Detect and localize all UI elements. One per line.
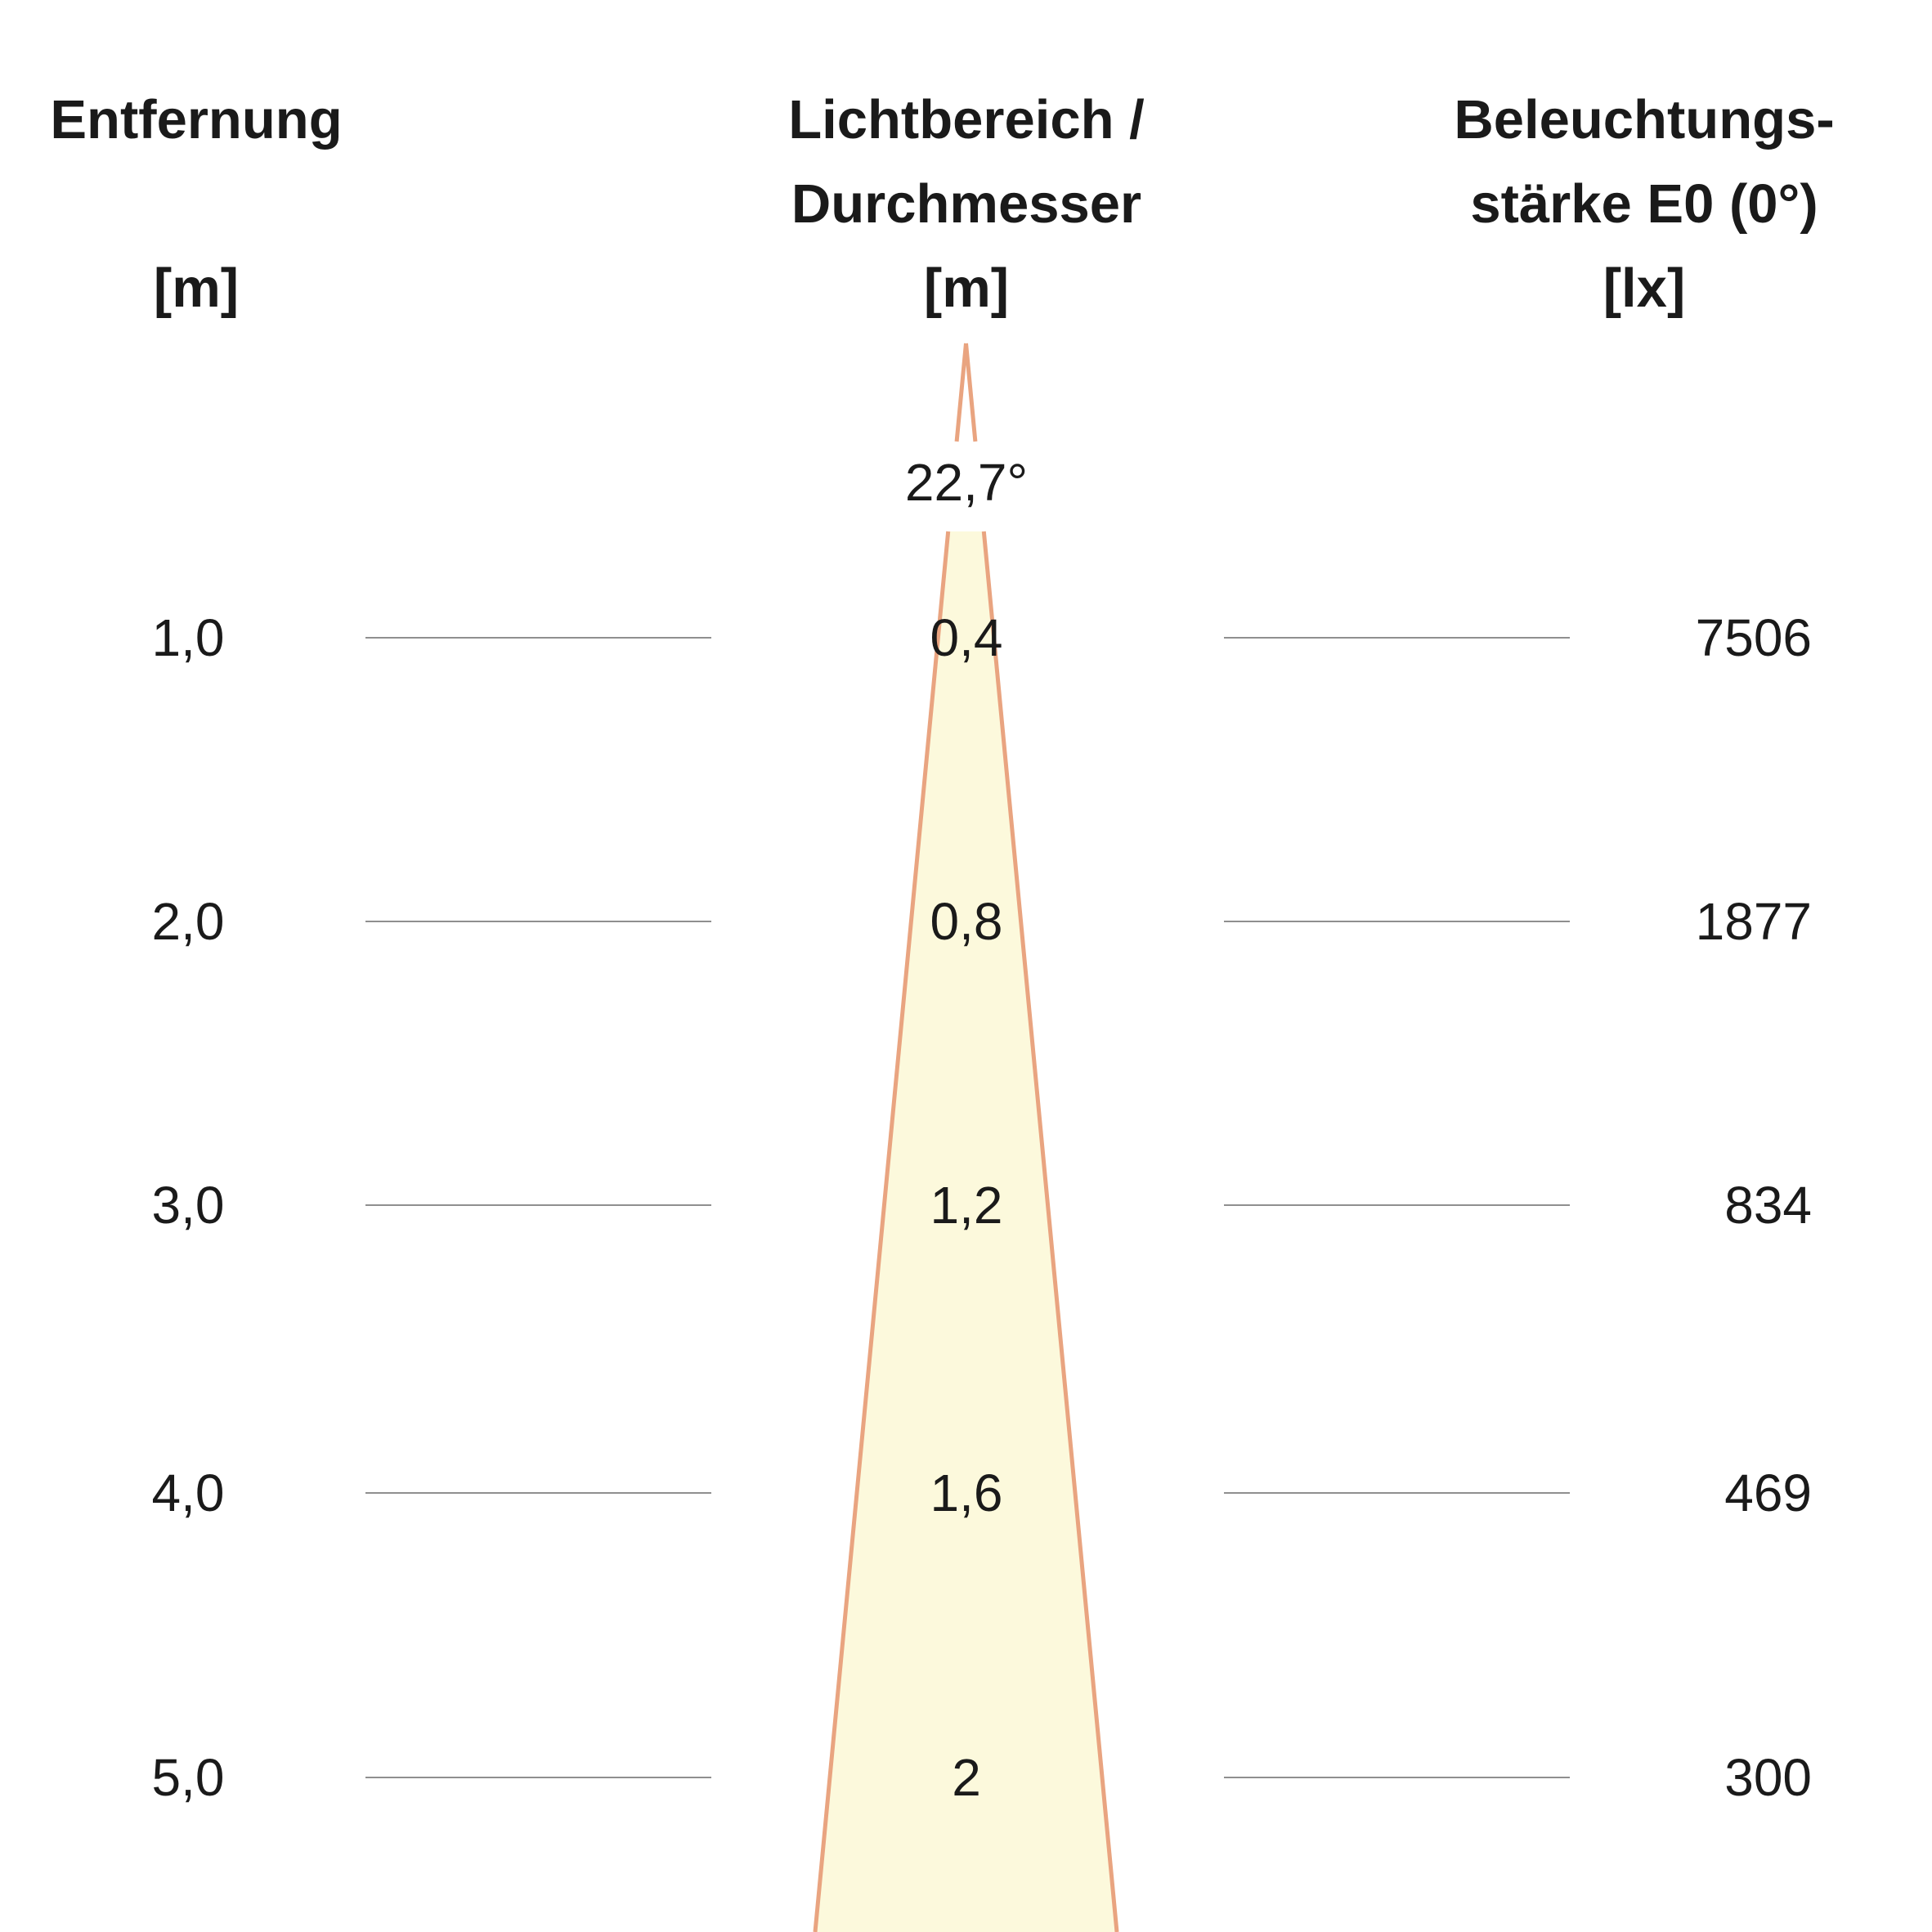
diameter-value: 1,2	[930, 1176, 1003, 1235]
row-rule-left	[365, 921, 711, 922]
diameter-value: 0,8	[930, 892, 1003, 951]
column-title-illuminance-line2: stärke E0 (0°)	[1470, 173, 1818, 235]
distance-value: 2,0	[151, 892, 225, 951]
column-unit-diameter: [m]	[923, 258, 1010, 319]
row-rule-right	[1224, 1492, 1570, 1494]
illuminance-value: 7506	[1695, 608, 1812, 667]
row-rule-right	[1224, 1204, 1570, 1206]
column-header-illuminance: Beleuchtungs- stärke E0 (0°) [lx]	[1403, 78, 1885, 330]
light-cone-left-edge	[813, 531, 951, 1932]
column-title-diameter: Lichtbereich /	[788, 89, 1145, 150]
row-rule-right	[1224, 921, 1570, 922]
illuminance-value: 300	[1724, 1748, 1812, 1807]
illuminance-value: 1877	[1695, 892, 1812, 951]
row-rule-left	[365, 1492, 711, 1494]
illuminance-value: 834	[1724, 1176, 1812, 1235]
column-title-distance-line2	[25, 162, 368, 246]
column-header-distance: Entfernung [m]	[25, 78, 368, 330]
column-header-diameter: Lichtbereich / Durchmesser [m]	[725, 78, 1208, 330]
distance-value: 1,0	[151, 608, 225, 667]
row-rule-right	[1224, 637, 1570, 639]
column-title-diameter-line2: Durchmesser	[791, 173, 1142, 235]
diameter-value: 0,4	[930, 608, 1003, 667]
light-cone-tip-right-edge	[964, 343, 978, 442]
distance-value: 4,0	[151, 1464, 225, 1522]
row-rule-left	[365, 1204, 711, 1206]
distance-value: 5,0	[151, 1748, 225, 1807]
column-title-illuminance: Beleuchtungs-	[1454, 89, 1835, 150]
beam-angle-label: 22,7°	[904, 453, 1029, 512]
distance-value: 3,0	[151, 1176, 225, 1235]
light-cone-tip-left-edge	[954, 343, 968, 442]
column-title-distance: Entfernung	[50, 89, 343, 150]
column-unit-distance: [m]	[153, 258, 240, 319]
column-unit-illuminance: [lx]	[1603, 258, 1686, 319]
diameter-value: 2	[952, 1748, 981, 1807]
row-rule-right	[1224, 1777, 1570, 1778]
light-cone-right-edge	[981, 531, 1119, 1932]
row-rule-left	[365, 637, 711, 639]
row-rule-left	[365, 1777, 711, 1778]
light-cone-fill	[815, 531, 1117, 1932]
illuminance-value: 469	[1724, 1464, 1812, 1522]
diameter-value: 1,6	[930, 1464, 1003, 1522]
